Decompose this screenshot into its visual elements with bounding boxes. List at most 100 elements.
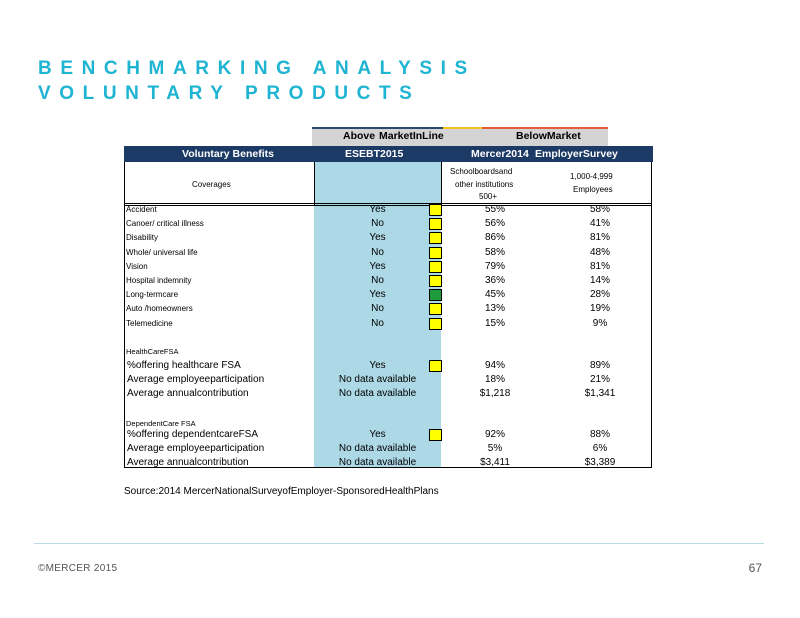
employer-survey-value: 9% [592, 317, 608, 329]
esebt-value: No data available [338, 388, 417, 399]
market-indicator-yellow [429, 429, 442, 441]
esebt-value: No data available [338, 457, 417, 468]
esebt-value: Yes [369, 429, 386, 440]
source-note: Source:2014 MercerNationalSurveyofEmploy… [124, 486, 439, 497]
market-indicator-yellow [429, 303, 442, 316]
mercer-value: 36% [484, 275, 505, 286]
employer-survey-value: $3,389 [584, 457, 616, 468]
mercer-value: 45% [484, 289, 505, 301]
health-fsa-section-label: HealthCareFSA [126, 347, 179, 356]
table-row: Telemedicine No 15% 9% [125, 317, 651, 331]
employer-survey-value: 48% [589, 246, 610, 258]
legend-above-label: Above [343, 130, 376, 142]
benchmark-table: Coverages Schoolboardsand other institut… [124, 162, 652, 468]
mercer-value: 18% [484, 374, 505, 385]
legend-above-swatch [312, 127, 443, 146]
header-esebt: ESEBT2015 [345, 148, 404, 160]
market-indicator-yellow [429, 260, 442, 273]
row-label: %offering dependentcareFSA [127, 429, 259, 440]
mercer-value: $3,411 [480, 457, 510, 468]
divider [441, 162, 442, 205]
mercer-value: 58% [484, 246, 505, 258]
row-label: Hospital indemnity [126, 276, 192, 285]
esebt-value: Yes [369, 360, 386, 371]
employer-survey-value: 58% [589, 204, 610, 215]
market-indicator-yellow [429, 360, 442, 372]
esebt-value: No [371, 275, 384, 286]
employer-survey-value: 28% [589, 289, 610, 301]
table-row: Whole/ universal life No 58% 48% [125, 246, 651, 260]
dependent-fsa-section-label: DependentCare FSA [126, 419, 196, 428]
row-label: Accident [126, 205, 157, 214]
esebt-value: No data available [338, 374, 417, 385]
footer-rule [34, 543, 764, 544]
coverages-label: Coverages [192, 180, 231, 189]
mercer-value: 86% [484, 232, 505, 244]
table-row: Long-termcare Yes 45% 28% [125, 288, 651, 302]
market-indicator-yellow [429, 232, 442, 245]
market-indicator-yellow [429, 246, 442, 259]
employer-survey-value: 21% [589, 374, 610, 385]
market-indicator-yellow [429, 204, 442, 216]
esebt-value: No [371, 218, 384, 230]
mercer-value: $1,218 [479, 388, 511, 399]
legend-below-label: BelowMarket [516, 130, 581, 142]
header-mercer: Mercer2014 [471, 148, 529, 160]
market-indicator-yellow [429, 317, 442, 330]
market-legend: Above MarketInLine BelowMarket [312, 127, 608, 146]
divider [314, 162, 315, 205]
mercer-value: 13% [484, 303, 505, 315]
header-voluntary-benefits: Voluntary Benefits [182, 148, 274, 160]
esebt-column-bg [314, 162, 441, 467]
table-row: Accident Yes 55% 58% [125, 203, 651, 217]
table-row: %offering dependentcareFSA Yes 92% 88% [125, 428, 651, 442]
mercer-subheader-line3: 500+ [479, 192, 498, 201]
mercer-subheader-line2: other institutions [455, 180, 514, 189]
row-label: Average employeeparticipation [127, 374, 265, 385]
table-row: Average annualcontribution No data availa… [125, 456, 651, 470]
esebt-value: Yes [369, 204, 386, 215]
employer-survey-value: 6% [592, 443, 608, 454]
employer-survey-value: 14% [589, 275, 610, 286]
row-label: Disability [126, 233, 159, 243]
esebt-value: No data available [338, 443, 417, 454]
divider [125, 205, 651, 206]
esebt-value: No [371, 246, 384, 258]
mercer-value: 56% [484, 218, 505, 230]
page-number: 67 [748, 561, 762, 575]
employer-survey-value: 81% [589, 232, 610, 244]
employer-survey-value: 81% [589, 260, 610, 272]
esebt-value: No [371, 317, 384, 329]
employer-survey-value: $1,341 [584, 388, 616, 399]
legend-inline-swatch [443, 127, 482, 146]
row-label: Auto /homeowners [126, 304, 193, 314]
mercer-value: 94% [484, 360, 505, 371]
employer-subheader-line2: Employees [573, 185, 613, 194]
table-row: Average annualcontribution No data availa… [125, 387, 651, 401]
row-label: %offering healthcare FSA [127, 360, 241, 371]
legend-below-swatch [482, 127, 608, 146]
row-label: Average annualcontribution [127, 457, 249, 468]
market-indicator-green [429, 289, 442, 302]
market-indicator-yellow [429, 275, 442, 287]
mercer-value: 5% [487, 443, 503, 454]
header-employer-survey: EmployerSurvey [535, 148, 618, 160]
mercer-value: 79% [484, 260, 505, 272]
table-header: Voluntary Benefits ESEBT2015 Mercer2014 … [124, 146, 653, 162]
row-label: Average annualcontribution [127, 388, 249, 399]
divider [125, 203, 651, 204]
row-label: Average employeeparticipation [127, 443, 265, 454]
esebt-value: Yes [369, 260, 386, 272]
market-indicator-yellow [429, 218, 442, 231]
esebt-value: Yes [369, 232, 386, 244]
row-label: Whole/ universal life [126, 247, 198, 257]
table-row: Vision Yes 79% 81% [125, 260, 651, 274]
mercer-value: 15% [484, 317, 505, 329]
page-title-line-2: VOLUNTARY PRODUCTS [38, 83, 421, 104]
copyright: ©MERCER 2015 [38, 563, 118, 574]
table-row: Auto /homeowners No 13% 19% [125, 302, 651, 316]
employer-survey-value: 88% [589, 429, 610, 440]
row-label: Vision [126, 261, 148, 271]
esebt-value: No [371, 303, 384, 315]
table-row: %offering healthcare FSA Yes 94% 89% [125, 359, 651, 373]
